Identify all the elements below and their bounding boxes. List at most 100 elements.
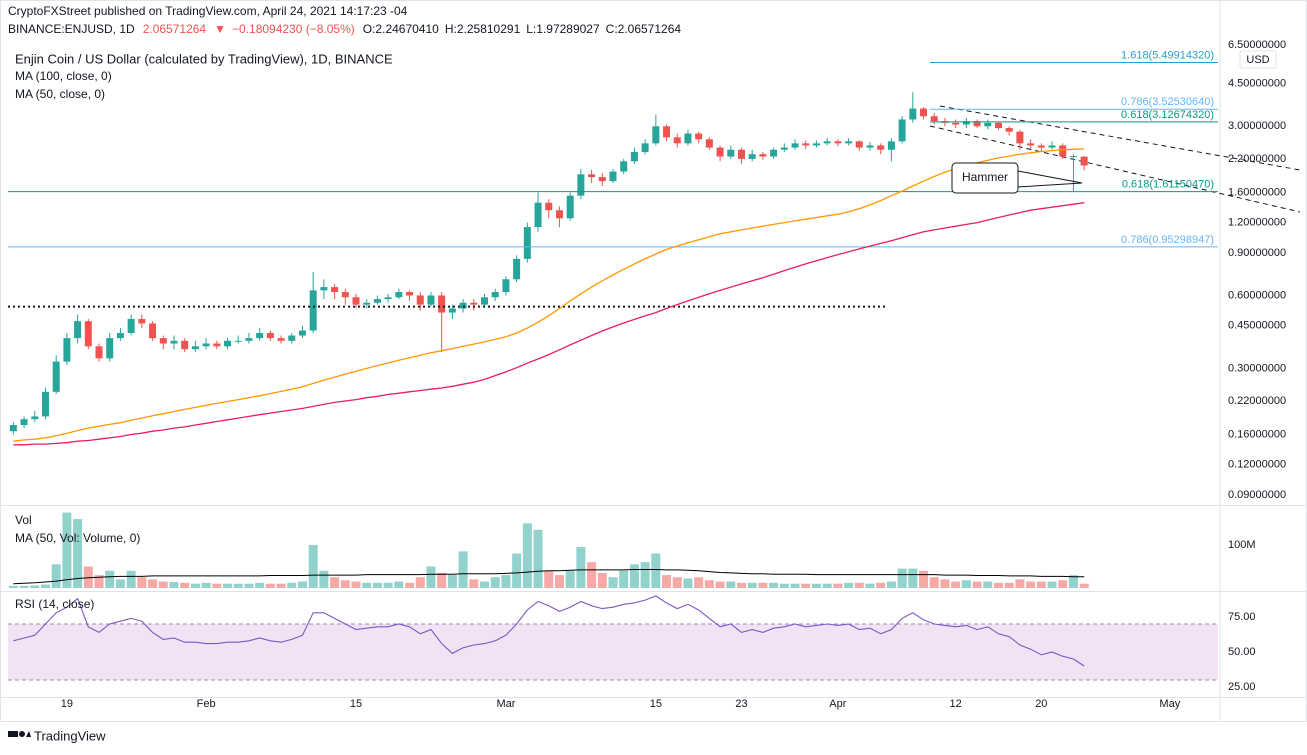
volume-bar: [662, 575, 672, 588]
volume-bar: [597, 572, 607, 588]
volume-bar: [512, 553, 522, 588]
candle-body: [52, 361, 60, 392]
candle-body: [920, 108, 928, 117]
volume-bar: [105, 570, 115, 588]
y-tick-label: 1.20000000: [1228, 217, 1286, 229]
volume-bar: [769, 582, 779, 588]
candle-body: [513, 258, 521, 280]
candle-body: [266, 332, 274, 339]
change: −0.18094230 (−8.05%): [232, 22, 355, 36]
volume-bar: [265, 583, 275, 588]
channel-lower: [929, 125, 1301, 213]
y-tick-label: 2.20000000: [1228, 153, 1286, 165]
volume-bar: [501, 575, 511, 588]
candle-body: [298, 330, 306, 336]
candle-body: [866, 145, 874, 148]
volume-bar: [255, 582, 265, 588]
volume-bar: [126, 570, 136, 588]
volume-bar: [137, 577, 147, 588]
candle-body: [748, 154, 756, 159]
volume-bar: [694, 577, 704, 588]
candle-body: [138, 318, 146, 324]
volume-bar: [1047, 581, 1057, 588]
candle-body: [20, 419, 28, 426]
volume-bar: [779, 583, 789, 588]
y-tick-label: 75.00: [1228, 611, 1256, 623]
candle-body: [1005, 128, 1013, 132]
frame: [0, 0, 1307, 722]
volume-bar: [437, 572, 447, 588]
open: O:2.24670410: [363, 22, 439, 36]
volume-bar: [308, 544, 318, 588]
last: 2.06571264: [143, 22, 207, 36]
volume-bar: [319, 570, 329, 588]
y-tick-label: 3.00000000: [1228, 120, 1286, 132]
volume-bar: [1004, 582, 1014, 588]
candle-body: [984, 122, 992, 127]
volume-bar: [1068, 575, 1078, 588]
candle-body: [877, 145, 885, 150]
volume-bar: [587, 562, 597, 588]
candle-body: [973, 121, 981, 127]
volume-bar: [244, 583, 254, 588]
callout-pointer: [1017, 170, 1083, 188]
candle-body: [1027, 143, 1035, 146]
volume-bar: [533, 529, 543, 588]
plot: 1.618(5.49914320)0.786(3.52530640)0.618(…: [8, 39, 1286, 710]
candle-body: [930, 116, 938, 122]
candle-body: [845, 141, 853, 144]
volume-bar: [651, 553, 661, 588]
volume-bar: [148, 579, 158, 588]
candle-body: [116, 332, 124, 339]
y-tick-label: 0.12000000: [1228, 459, 1286, 471]
x-tick-label: 20: [1035, 698, 1047, 710]
volume-bar: [929, 577, 939, 588]
volume-bar: [1058, 580, 1068, 588]
candle-body: [502, 279, 510, 293]
volume-bar: [844, 582, 854, 588]
candle-body: [95, 346, 103, 359]
candle-body: [834, 141, 842, 144]
volume-bar: [886, 581, 896, 588]
candle-body: [31, 416, 39, 420]
candle-body: [1016, 131, 1024, 144]
volume-bar: [1036, 581, 1046, 588]
y-tick-label: 100M: [1228, 539, 1256, 551]
volume-bar: [683, 578, 693, 588]
candle-body: [588, 174, 596, 178]
candle-body: [74, 321, 82, 339]
candle-body: [481, 297, 489, 305]
channel-upper: [939, 105, 1301, 171]
candle-body: [898, 119, 906, 142]
symbol: BINANCE:ENJUSD, 1D: [8, 22, 135, 36]
annotation: Hammer: [962, 170, 1008, 184]
candle-body: [855, 141, 863, 148]
x-tick-label: Mar: [496, 698, 515, 710]
legend-entry: MA (100, close, 0): [15, 69, 112, 83]
volume-bar: [233, 583, 243, 588]
x-tick-label: 15: [650, 698, 662, 710]
candle-body: [309, 290, 317, 331]
candle-body: [159, 338, 167, 344]
volume-bar: [951, 581, 961, 588]
volume-bar: [169, 581, 179, 588]
unit: USD: [1246, 54, 1269, 66]
pane-title: RSI (14, close): [15, 597, 94, 611]
candle-body: [373, 299, 381, 303]
y-tick-label: 4.50000000: [1228, 78, 1286, 90]
candle-body: [9, 425, 17, 432]
volume-bar: [297, 581, 307, 588]
candle-body: [887, 141, 895, 150]
volume-bar: [405, 582, 415, 588]
arrow: ▼: [214, 22, 226, 36]
volume-bar: [972, 581, 982, 588]
x-tick-label: 23: [735, 698, 747, 710]
volume-bar: [854, 582, 864, 588]
candle-body: [427, 295, 435, 305]
candle-body: [395, 292, 403, 298]
candle-body: [812, 143, 820, 146]
low: L:1.97289027: [526, 22, 600, 36]
candle-body: [780, 147, 788, 150]
candle-body: [448, 308, 456, 313]
candle-body: [288, 335, 296, 341]
